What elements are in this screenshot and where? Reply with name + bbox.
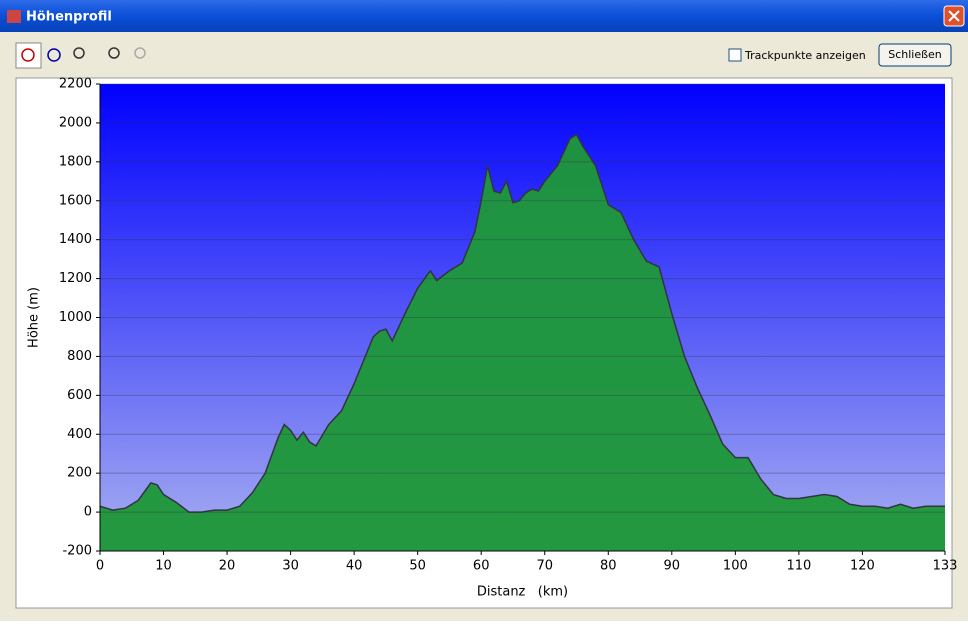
app-icon	[7, 10, 21, 23]
x-tick-label: 60	[473, 559, 490, 574]
x-tick-label: 20	[219, 559, 236, 574]
area-shade	[100, 134, 945, 551]
chart: -200020040060080010001200140016001800200…	[27, 77, 958, 600]
tool-zoom-out[interactable]	[134, 47, 146, 59]
crosshair-icon	[21, 48, 35, 62]
tool-crosshair-blue[interactable]	[47, 48, 61, 62]
x-tick-label: 133	[933, 559, 958, 574]
y-axis-label: Höhe (m)	[27, 287, 42, 348]
x-tick-label: 70	[536, 559, 553, 574]
close-dialog-label[interactable]: Schließen	[888, 48, 942, 61]
close-icon	[948, 10, 960, 22]
x-tick-label: 40	[346, 559, 363, 574]
window-title: Höhenprofil	[26, 10, 112, 25]
tool-crosshair-red[interactable]	[15, 42, 42, 69]
y-tick-label: 1800	[59, 154, 92, 169]
close-dialog-button[interactable]	[878, 43, 952, 67]
y-tick-label: 200	[67, 466, 92, 481]
elevation-line	[99, 133, 945, 513]
y-tick-label: 1000	[59, 310, 92, 325]
y-tick-label: 2000	[59, 115, 92, 130]
y-tick-label: 800	[67, 349, 92, 364]
tool-zoom-select[interactable]	[73, 47, 85, 59]
x-tick-label: 110	[786, 559, 811, 574]
x-tick-label: 120	[850, 559, 875, 574]
x-tick-label: 10	[155, 559, 172, 574]
x-axis-label: Distanz (km)	[477, 585, 568, 600]
y-tick-label: 600	[67, 388, 92, 403]
title-bar	[0, 0, 968, 32]
y-tick-label: -200	[62, 544, 92, 559]
checkbox[interactable]	[728, 48, 742, 62]
y-tick-label: 1400	[59, 232, 92, 247]
x-tick-label: 0	[96, 559, 104, 574]
x-tick-label: 80	[600, 559, 617, 574]
x-tick-label: 90	[664, 559, 681, 574]
x-tick-label: 100	[723, 559, 748, 574]
x-tick-label: 30	[282, 559, 299, 574]
x-tick-label: 50	[409, 559, 426, 574]
y-tick-label: 400	[67, 427, 92, 442]
checkbox-label[interactable]: Trackpunkte anzeigen	[744, 49, 866, 62]
y-tick-label: 1200	[59, 271, 92, 286]
y-tick-label: 0	[84, 505, 92, 520]
y-tick-label: 2200	[59, 77, 92, 92]
y-tick-label: 1600	[59, 193, 92, 208]
tool-zoom-in[interactable]	[108, 47, 120, 59]
